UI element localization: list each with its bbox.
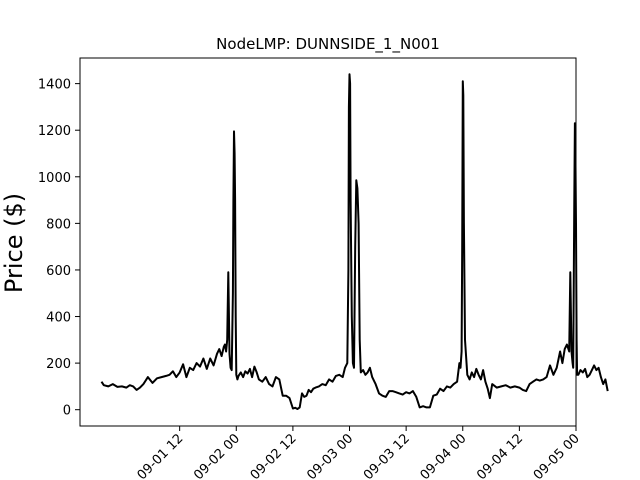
x-tick-label: 09-03 00 — [304, 431, 356, 480]
y-axis-ticks: 0 200 400 600 800 1000 1200 1400 — [38, 78, 80, 419]
x-tick-label: 09-02 00 — [191, 431, 243, 480]
y-tick-label: 400 — [46, 311, 71, 326]
x-tick-label: 09-04 12 — [474, 431, 526, 480]
y-tick-label: 800 — [46, 217, 71, 232]
y-tick-label: 200 — [46, 357, 71, 372]
y-tick-label: 1400 — [38, 78, 71, 93]
x-tick-label: 09-03 12 — [361, 431, 413, 480]
y-axis-label: Price ($) — [0, 193, 28, 293]
x-tick-label: 09-02 12 — [248, 431, 300, 480]
x-axis-ticks: 09-01 12 09-02 00 09-02 12 09-03 00 09-03 12… — [135, 426, 583, 480]
y-tick-label: 0 — [63, 404, 71, 419]
y-tick-label: 600 — [46, 264, 71, 279]
x-tick-label: 09-05 00 — [531, 431, 583, 480]
chart-title: NodeLMP: DUNNSIDE_1_N001 — [216, 35, 440, 54]
y-tick-label: 1200 — [38, 124, 71, 139]
x-tick-label: 09-04 00 — [418, 431, 470, 480]
plot-area-frame — [79, 57, 577, 427]
price-series-line — [100, 73, 609, 410]
x-tick-label: 09-01 12 — [135, 431, 187, 480]
y-tick-label: 1000 — [38, 171, 71, 186]
